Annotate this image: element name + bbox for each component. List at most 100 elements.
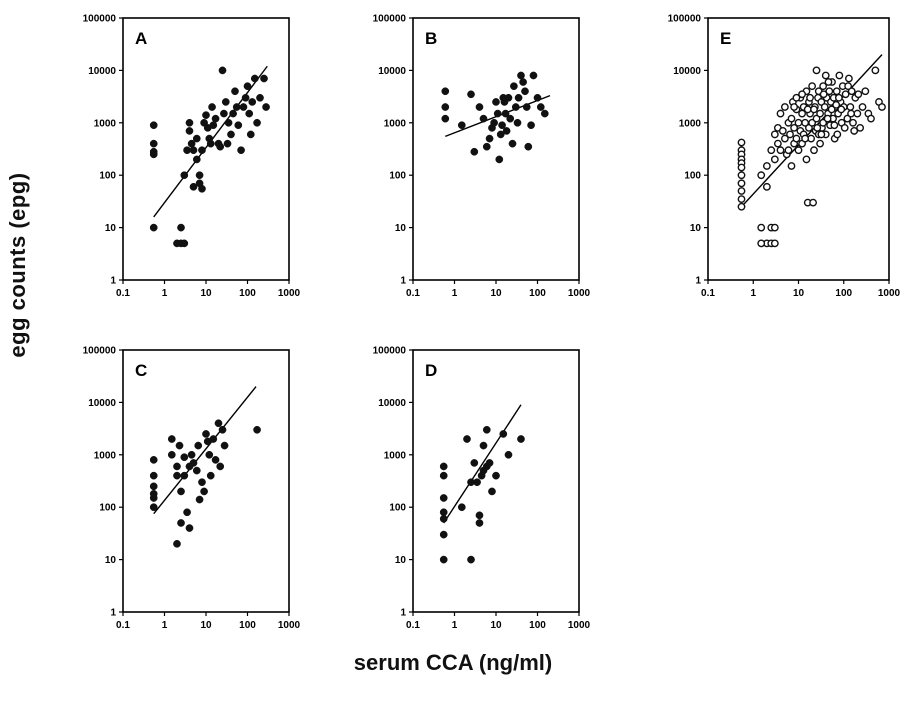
x-tick-label: 0.1 <box>116 288 130 299</box>
x-tick-label: 1 <box>452 288 458 299</box>
data-point <box>177 488 184 495</box>
data-point <box>150 494 157 501</box>
data-point <box>196 496 203 503</box>
data-point <box>177 519 184 526</box>
x-tick-label: 10 <box>793 288 805 299</box>
data-point <box>507 115 514 122</box>
y-tick-label: 10000 <box>88 398 116 409</box>
data-point <box>196 172 203 179</box>
data-point <box>488 488 495 495</box>
x-axis-title: serum CCA (ng/ml) <box>0 650 906 676</box>
data-point <box>803 156 809 162</box>
y-tick-label: 100 <box>99 503 116 514</box>
data-point <box>823 72 829 78</box>
data-point <box>777 110 783 116</box>
data-point <box>237 147 244 154</box>
data-point <box>772 156 778 162</box>
data-point <box>471 148 478 155</box>
data-point <box>772 224 778 230</box>
data-point <box>480 115 487 122</box>
data-point <box>173 472 180 479</box>
data-point <box>845 83 851 89</box>
y-tick-label: 10000 <box>88 66 116 77</box>
y-tick-label: 100000 <box>373 346 407 357</box>
data-point <box>848 110 854 116</box>
data-point <box>862 88 868 94</box>
x-tick-label: 0.1 <box>406 620 420 631</box>
data-point <box>850 120 856 126</box>
data-point <box>244 83 251 90</box>
data-point <box>217 143 224 150</box>
data-point <box>440 472 447 479</box>
data-point <box>150 140 157 147</box>
data-point <box>738 180 744 186</box>
data-point <box>768 147 774 153</box>
data-point <box>150 472 157 479</box>
data-point <box>210 122 217 129</box>
data-point <box>738 204 744 210</box>
data-point <box>173 540 180 547</box>
data-point <box>738 172 744 178</box>
data-point <box>231 88 238 95</box>
data-point <box>212 115 219 122</box>
data-point <box>202 430 209 437</box>
data-point <box>785 147 791 153</box>
y-tick-label: 100 <box>389 171 406 182</box>
data-point <box>859 104 865 110</box>
data-point <box>193 156 200 163</box>
data-point <box>799 91 805 97</box>
x-tick-label: 0.1 <box>116 620 130 631</box>
x-tick-label: 100 <box>835 288 852 299</box>
data-point <box>242 94 249 101</box>
data-point <box>851 128 857 134</box>
data-point <box>219 426 226 433</box>
regression-line <box>444 405 521 523</box>
data-point <box>814 125 820 131</box>
data-point <box>440 509 447 516</box>
panel-E: 1101001000100001000000.1 1 10 100 1000E <box>668 14 901 300</box>
data-point <box>473 479 480 486</box>
data-point <box>224 140 231 147</box>
data-point <box>836 95 842 101</box>
data-point <box>201 488 208 495</box>
x-tick-label: 1000 <box>278 288 301 299</box>
data-point <box>738 196 744 202</box>
data-point <box>220 110 227 117</box>
data-point <box>496 156 503 163</box>
data-point <box>777 147 783 153</box>
data-point <box>463 435 470 442</box>
data-point <box>805 106 811 112</box>
data-point <box>246 110 253 117</box>
x-tick-label: 1 <box>162 620 168 631</box>
data-point <box>527 122 534 129</box>
x-tick-label: 1000 <box>568 288 591 299</box>
data-point <box>521 88 528 95</box>
data-point <box>193 467 200 474</box>
data-point <box>775 140 781 146</box>
data-point <box>188 451 195 458</box>
panel-frame <box>123 350 289 612</box>
data-point <box>758 240 764 246</box>
data-point <box>253 119 260 126</box>
data-point <box>207 140 214 147</box>
data-point <box>262 103 269 110</box>
panel-label: E <box>720 29 731 48</box>
data-point <box>150 151 157 158</box>
data-point <box>251 75 258 82</box>
y-tick-label: 100000 <box>83 346 117 357</box>
data-point <box>738 139 744 145</box>
data-point <box>492 98 499 105</box>
x-tick-label: 1 <box>452 620 458 631</box>
data-point <box>181 454 188 461</box>
data-point <box>503 127 510 134</box>
data-point <box>846 75 852 81</box>
data-point <box>738 188 744 194</box>
data-point <box>509 140 516 147</box>
data-point <box>233 103 240 110</box>
data-point <box>738 164 744 170</box>
data-point <box>838 106 844 112</box>
data-point <box>855 91 861 97</box>
